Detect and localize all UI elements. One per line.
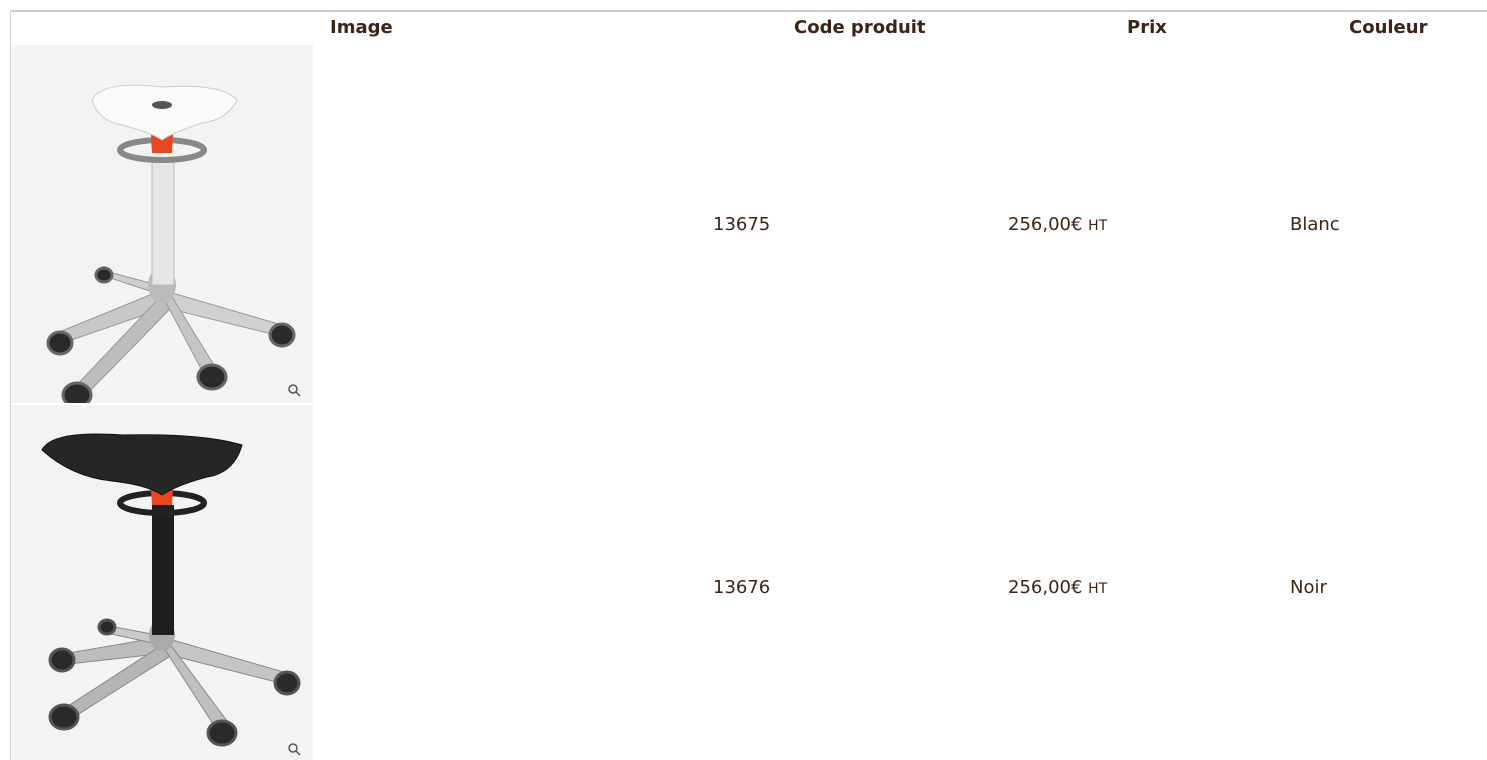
table-border <box>10 10 11 760</box>
price-value: 256,00€ <box>1008 214 1083 235</box>
product-code: 13675 <box>713 214 771 235</box>
product-image[interactable] <box>12 405 313 760</box>
price-unit: HT <box>1088 581 1108 597</box>
price-value: 256,00€ <box>1008 577 1083 598</box>
product-code: 13676 <box>713 577 771 598</box>
header-code: Code produit <box>794 17 926 38</box>
product-color: Blanc <box>1290 214 1340 235</box>
product-price: 256,00€ HT <box>1008 214 1107 235</box>
product-price: 256,00€ HT <box>1008 577 1107 598</box>
header-image: Image <box>330 17 393 38</box>
header-price: Prix <box>1127 17 1167 38</box>
product-image[interactable] <box>12 45 313 403</box>
price-unit: HT <box>1088 218 1108 234</box>
table-border <box>10 10 1487 12</box>
product-color: Noir <box>1290 577 1327 598</box>
header-color: Couleur <box>1349 17 1428 38</box>
